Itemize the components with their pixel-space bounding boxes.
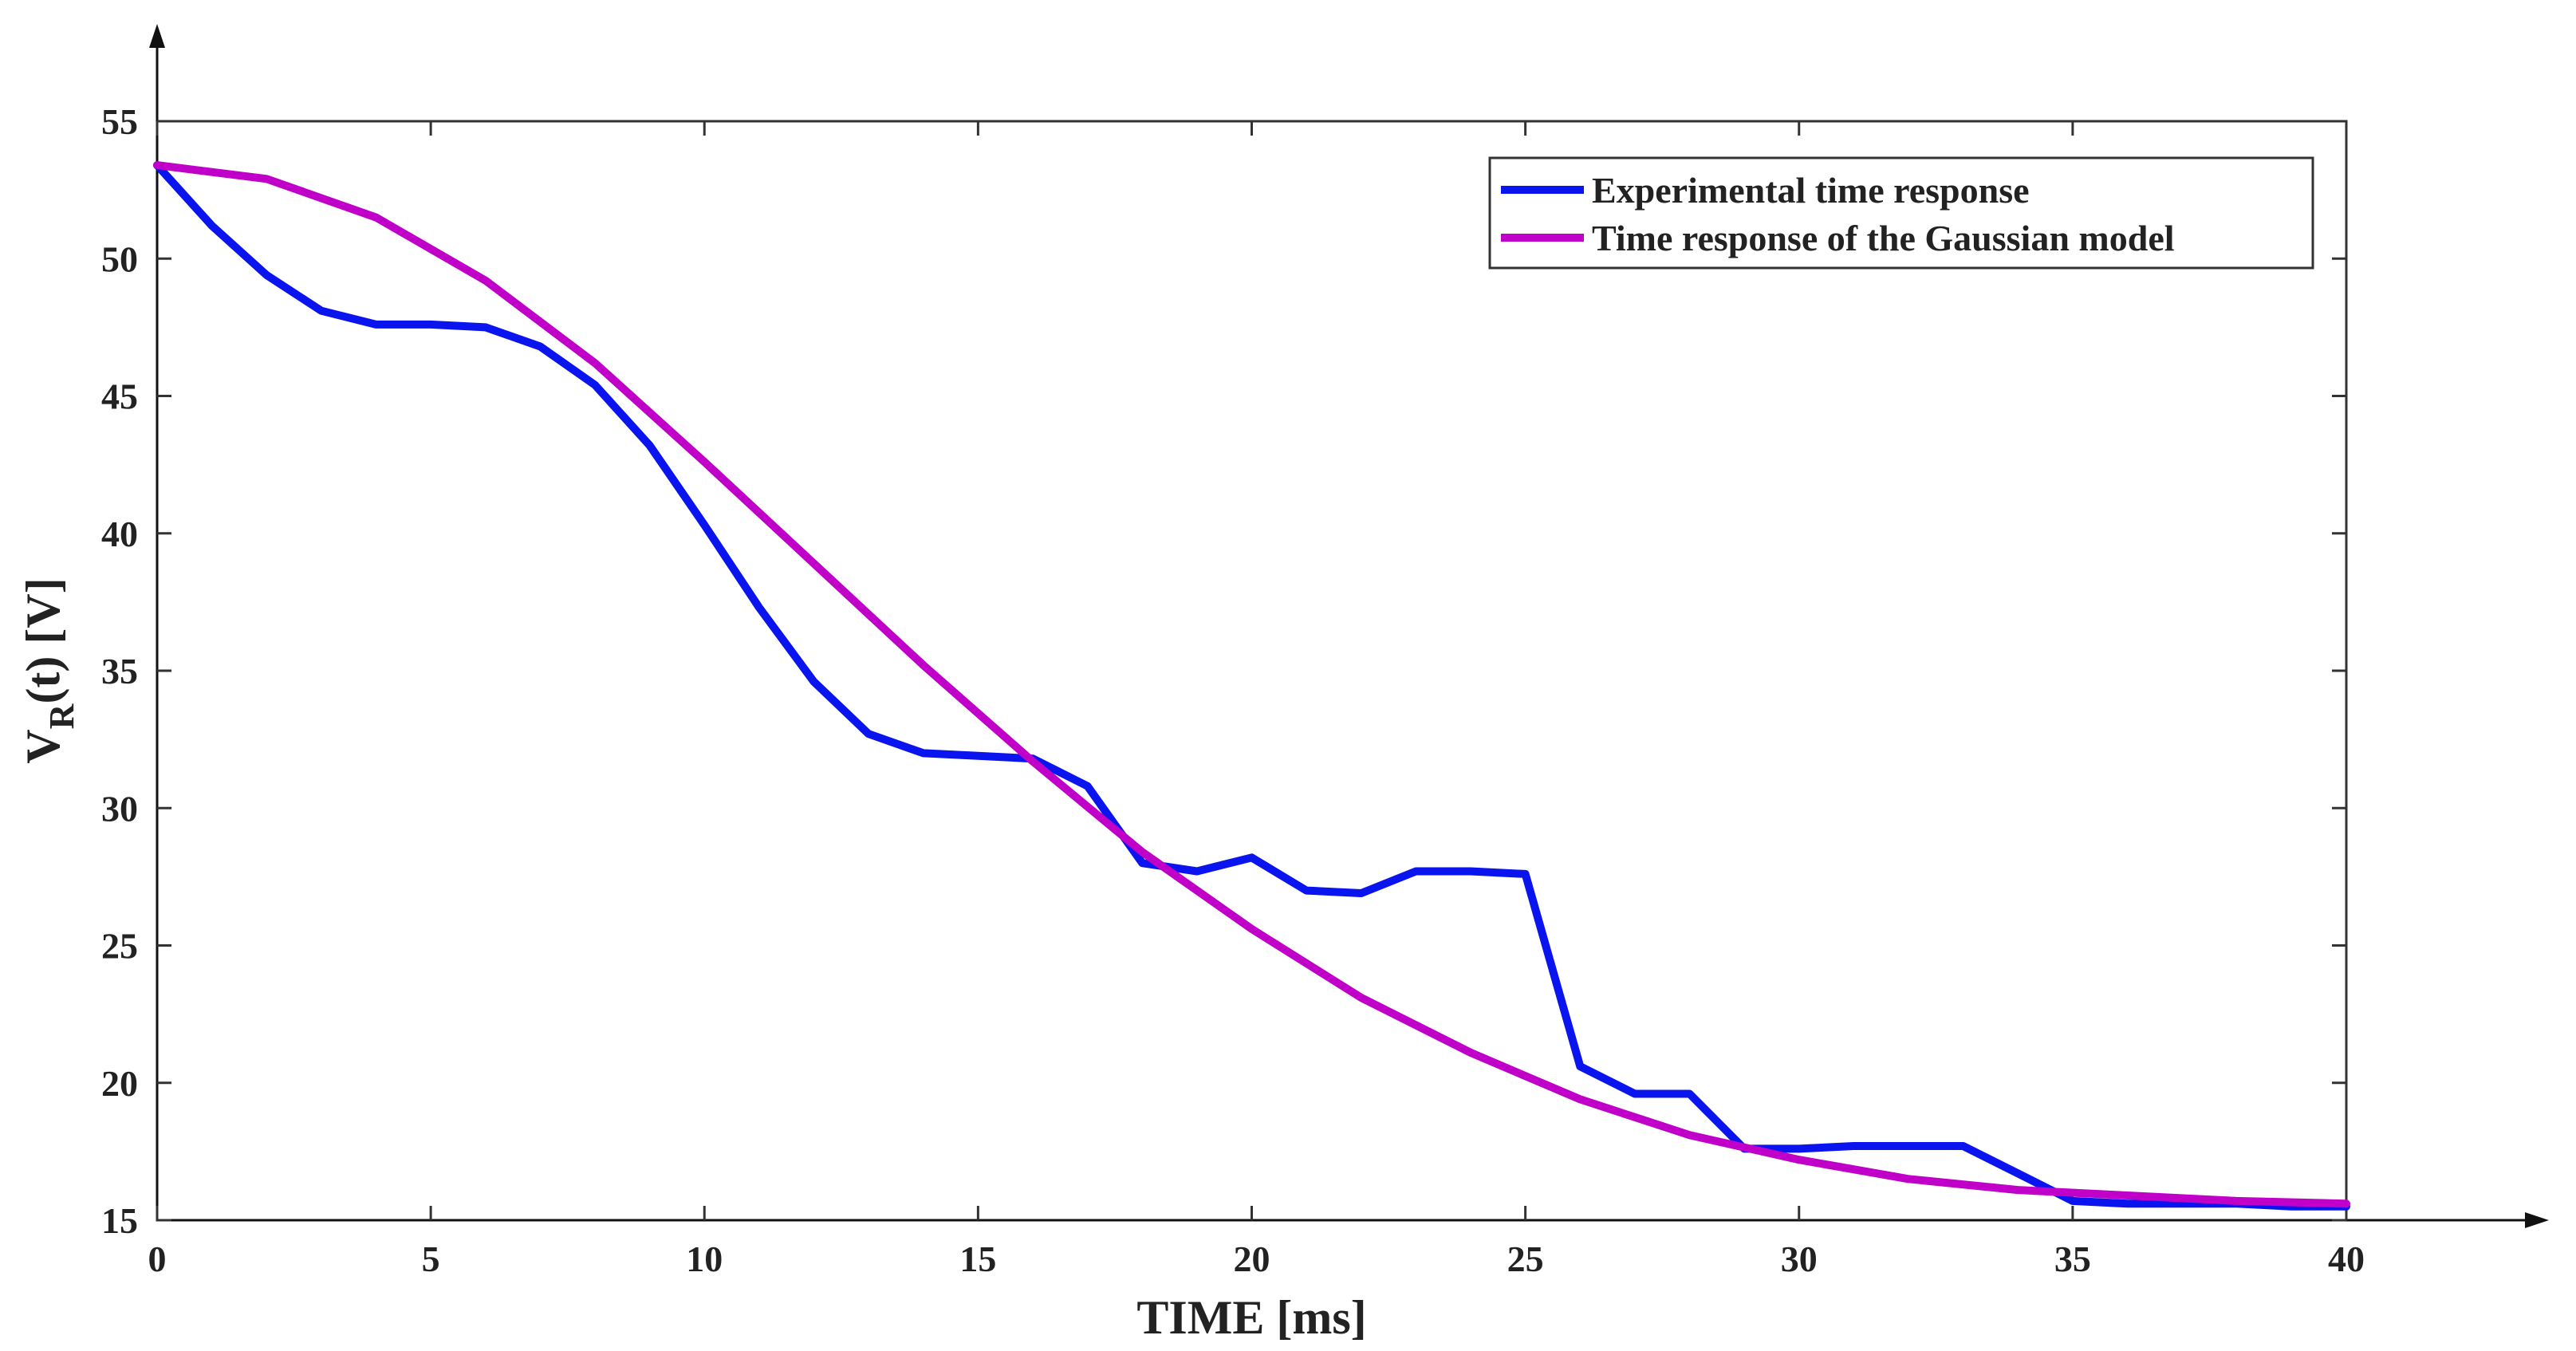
legend-label-experimental: Experimental time response: [1592, 170, 2030, 211]
plot-frame: [156, 120, 2348, 1222]
series-line-experimental: [153, 161, 2350, 1211]
x-tick-label: 5: [422, 1239, 440, 1279]
x-tick-label: 0: [148, 1239, 167, 1279]
x-tick-label: 35: [2054, 1239, 2091, 1279]
y-axis-arrow: [149, 24, 165, 48]
y-tick-label: 45: [101, 376, 138, 417]
y-tick-label: 25: [101, 926, 138, 967]
y-axis-label-rest: (t) [V]: [17, 577, 69, 703]
y-tick-label: 15: [101, 1200, 138, 1241]
x-tick-label: 15: [959, 1239, 996, 1279]
y-tick-label: 50: [101, 238, 138, 279]
x-tick-label: 30: [1781, 1239, 1818, 1279]
x-tick-label: 20: [1234, 1239, 1270, 1279]
y-tick-label: 35: [101, 651, 138, 691]
x-axis-label: TIME [ms]: [1136, 1291, 1366, 1344]
y-tick-label: 40: [101, 514, 138, 554]
x-tick-label: 40: [2328, 1239, 2365, 1279]
y-axis-label: VR(t) [V]: [17, 577, 81, 763]
x-axis-arrow: [2525, 1212, 2549, 1228]
y-tick-label: 55: [101, 101, 138, 142]
legend-box: [1488, 156, 2314, 270]
y-axis-label-subscript: R: [42, 703, 81, 729]
y-axis-label-base: V: [17, 729, 69, 763]
legend-label-gaussian-model: Time response of the Gaussian model: [1592, 218, 2175, 258]
y-tick-label: 20: [101, 1063, 138, 1104]
series-line-gaussian-model: [153, 161, 2350, 1208]
x-tick-label: 25: [1507, 1239, 1544, 1279]
x-tick-label: 10: [686, 1239, 723, 1279]
y-tick-label: 30: [101, 788, 138, 829]
